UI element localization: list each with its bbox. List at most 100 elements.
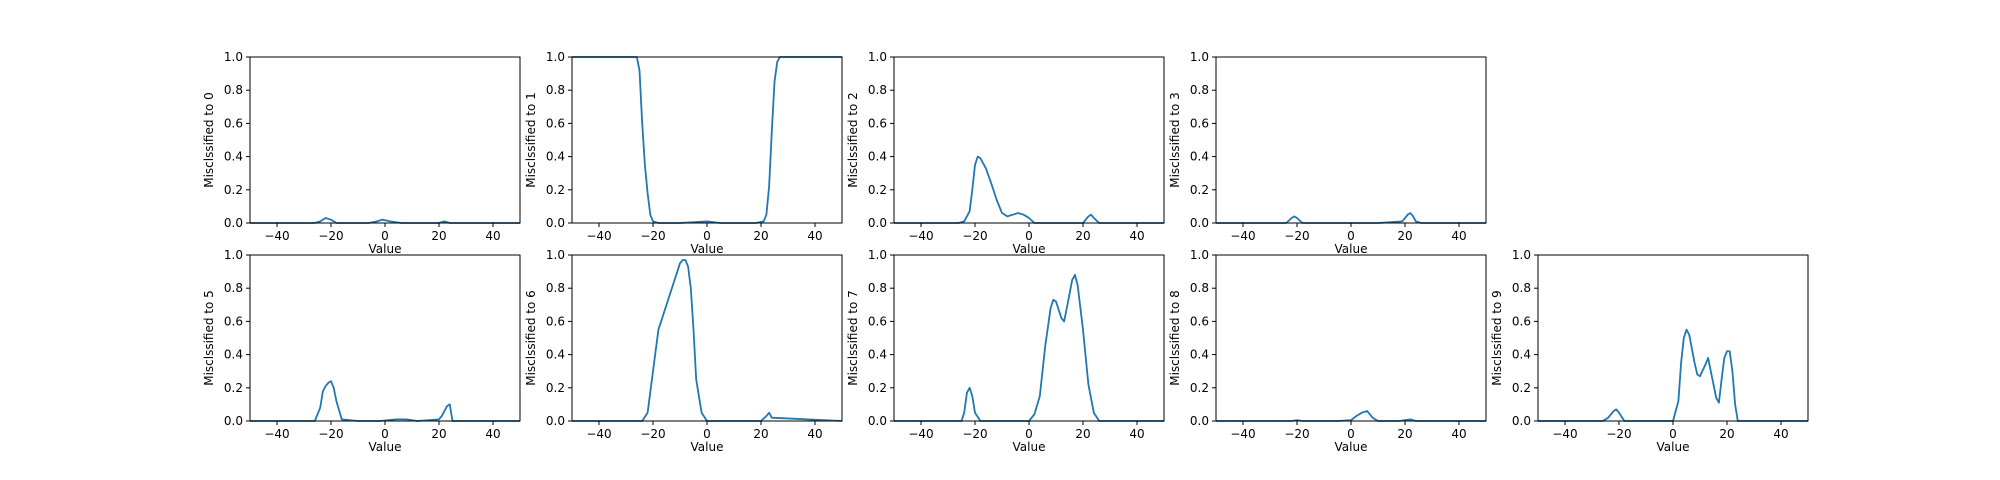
y-tick-label: 0.8	[1190, 83, 1209, 97]
y-axis-label: Misclssified to 8	[1168, 290, 1182, 386]
y-tick-label: 0.0	[224, 216, 243, 230]
y-axis-label: Misclssified to 5	[202, 290, 216, 386]
subplot-2: −40 −20 0 20 40 0.0 0.2 0.4 0.6 0.8 1.0 Value Miscls…	[846, 50, 1165, 256]
x-tick-label: −40	[1230, 229, 1255, 243]
x-tick-label: −20	[1284, 427, 1309, 441]
x-tick-label: −20	[318, 229, 343, 243]
y-axis-label: Misclssified to 3	[1168, 92, 1182, 188]
x-axis-label: Value	[1013, 440, 1046, 454]
y-tick-label: 0.0	[546, 414, 565, 428]
x-tick-label: 40	[807, 229, 822, 243]
y-tick-label: 0.6	[224, 314, 243, 328]
x-tick-label: −20	[1284, 229, 1309, 243]
y-tick-label: 0.4	[868, 150, 887, 164]
x-axis-label: Value	[1335, 440, 1368, 454]
x-tick-label: 40	[1451, 229, 1466, 243]
x-tick-label: 40	[1773, 427, 1788, 441]
y-tick-label: 0.6	[1190, 116, 1209, 130]
y-tick-label: 1.0	[868, 248, 887, 262]
subplot-5: −40 −20 0 20 40 0.0 0.2 0.4 0.6 0.8 1.0 Value Miscls…	[524, 248, 843, 454]
subplot-4: −40 −20 0 20 40 0.0 0.2 0.4 0.6 0.8 1.0 Value Miscls…	[202, 248, 521, 454]
y-tick-label: 0.2	[1512, 381, 1531, 395]
y-tick-label: 0.2	[224, 381, 243, 395]
y-tick-label: 0.4	[224, 150, 243, 164]
x-tick-label: −40	[264, 229, 289, 243]
x-axis-label: Value	[1657, 440, 1690, 454]
x-tick-label: −40	[908, 229, 933, 243]
y-tick-label: 0.8	[1190, 281, 1209, 295]
y-tick-label: 0.6	[1190, 314, 1209, 328]
y-tick-label: 0.6	[1512, 314, 1531, 328]
x-tick-label: 0	[1025, 229, 1033, 243]
y-tick-label: 0.6	[546, 314, 565, 328]
y-tick-label: 0.0	[1190, 216, 1209, 230]
x-tick-label: −40	[1230, 427, 1255, 441]
y-tick-label: 1.0	[546, 50, 565, 64]
y-tick-label: 0.6	[868, 116, 887, 130]
y-tick-label: 0.8	[1512, 281, 1531, 295]
subplot-1: −40 −20 0 20 40 0.0 0.2 0.4 0.6 0.8 1.0 Value Miscls…	[524, 50, 843, 256]
y-tick-label: 1.0	[868, 50, 887, 64]
y-tick-label: 0.0	[1190, 414, 1209, 428]
series-line	[894, 274, 1164, 422]
y-tick-label: 0.2	[868, 183, 887, 197]
y-axis-label: Misclssified to 6	[524, 290, 538, 386]
x-tick-label: 20	[1397, 229, 1412, 243]
x-tick-label: 20	[1397, 427, 1412, 441]
x-tick-label: 0	[1669, 427, 1677, 441]
x-tick-label: 0	[381, 229, 389, 243]
subplot-8: −40 −20 0 20 40 0.0 0.2 0.4 0.6 0.8 1.0 Value Miscls…	[1490, 248, 1809, 454]
y-axis-label: Misclssified to 9	[1490, 290, 1504, 386]
y-tick-label: 0.8	[224, 83, 243, 97]
x-tick-label: 20	[1075, 229, 1090, 243]
y-tick-label: 0.0	[868, 414, 887, 428]
y-tick-label: 0.2	[224, 183, 243, 197]
x-axis-label: Value	[1335, 242, 1368, 256]
plot-frame	[1215, 254, 1487, 422]
y-tick-label: 1.0	[1512, 248, 1531, 262]
x-axis-label: Value	[691, 242, 724, 256]
y-tick-label: 0.8	[868, 281, 887, 295]
x-tick-label: −20	[640, 427, 665, 441]
x-tick-label: −40	[264, 427, 289, 441]
plot-frame	[571, 254, 843, 422]
x-tick-label: 40	[807, 427, 822, 441]
x-tick-label: −40	[586, 229, 611, 243]
subplot-3: −40 −20 0 20 40 0.0 0.2 0.4 0.6 0.8 1.0 Value Miscls…	[1168, 50, 1487, 256]
series-line	[572, 56, 842, 224]
y-tick-label: 0.2	[546, 183, 565, 197]
y-tick-label: 1.0	[224, 248, 243, 262]
x-tick-label: 40	[1451, 427, 1466, 441]
y-tick-label: 0.0	[224, 414, 243, 428]
y-axis-label: Misclssified to 7	[846, 290, 860, 386]
plot-frame	[893, 56, 1165, 224]
plot-frame	[1537, 254, 1809, 422]
x-tick-label: −40	[908, 427, 933, 441]
x-tick-label: 20	[753, 229, 768, 243]
x-axis-label: Value	[369, 242, 402, 256]
x-tick-label: −20	[640, 229, 665, 243]
x-tick-label: −40	[586, 427, 611, 441]
x-axis-label: Value	[691, 440, 724, 454]
y-tick-label: 1.0	[224, 50, 243, 64]
y-tick-label: 0.4	[224, 348, 243, 362]
x-axis-label: Value	[369, 440, 402, 454]
series-line	[250, 217, 520, 224]
y-axis-label: Misclssified to 2	[846, 92, 860, 188]
y-tick-label: 1.0	[1190, 248, 1209, 262]
x-tick-label: −20	[962, 229, 987, 243]
x-tick-label: −20	[1606, 427, 1631, 441]
y-tick-label: 0.2	[546, 381, 565, 395]
x-tick-label: 0	[381, 427, 389, 441]
y-axis-label: Misclssified to 1	[524, 92, 538, 188]
y-tick-label: 0.8	[868, 83, 887, 97]
x-tick-label: 20	[1719, 427, 1734, 441]
plot-frame	[571, 56, 843, 224]
y-tick-label: 0.4	[1512, 348, 1531, 362]
y-tick-label: 0.4	[1190, 348, 1209, 362]
series-line	[1216, 410, 1486, 422]
y-tick-label: 0.8	[546, 83, 565, 97]
y-tick-label: 0.0	[868, 216, 887, 230]
y-tick-label: 0.6	[546, 116, 565, 130]
